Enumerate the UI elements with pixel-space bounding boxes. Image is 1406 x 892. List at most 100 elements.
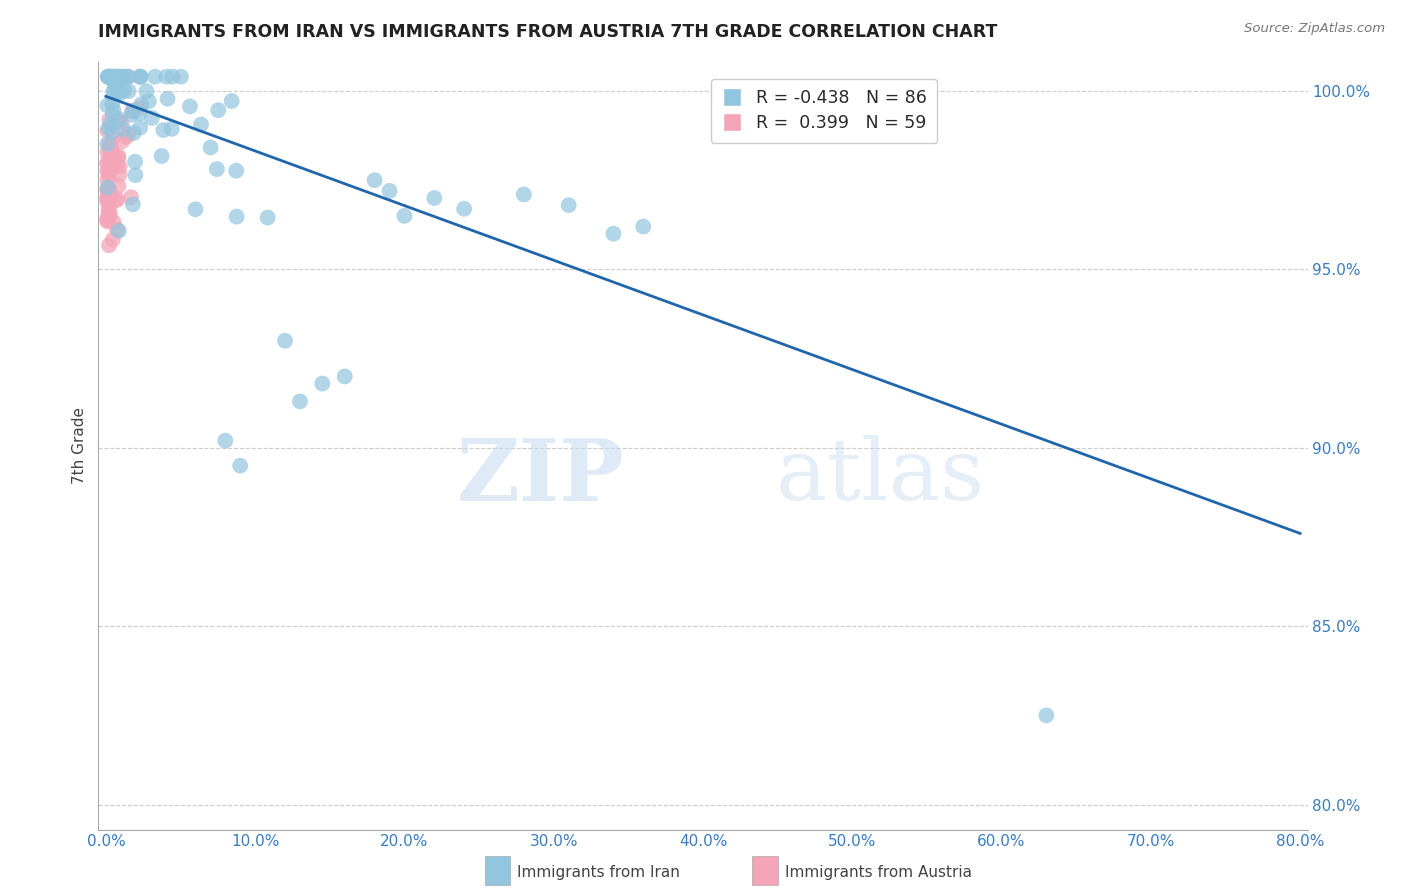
Point [100, 139, 122, 153]
Text: atlas: atlas [776, 435, 984, 518]
Point [103, 85, 125, 99]
Point [394, 209, 416, 223]
Point [124, 154, 146, 169]
Point [135, 84, 157, 98]
Point [96, 164, 118, 178]
Point [96, 136, 118, 151]
Point [97, 201, 120, 215]
Point [150, 149, 173, 163]
Point [117, 70, 139, 84]
Point [256, 211, 278, 225]
Y-axis label: 7th Grade: 7th Grade [72, 408, 87, 484]
Point [100, 117, 122, 131]
Point [633, 219, 655, 234]
Point [101, 160, 124, 174]
Point [100, 145, 122, 160]
Point [103, 215, 125, 229]
Point [184, 202, 207, 217]
Point [110, 115, 132, 129]
Point [104, 70, 127, 84]
Point [98, 113, 121, 128]
Point [1035, 708, 1057, 723]
Point [98, 206, 121, 220]
Point [129, 70, 152, 84]
Point [129, 70, 152, 84]
Point [205, 162, 228, 177]
Point [96, 123, 118, 137]
Point [101, 125, 124, 139]
Point [111, 70, 134, 84]
Point [97, 204, 120, 219]
Point [97, 70, 120, 84]
Point [97, 164, 120, 178]
Point [100, 153, 122, 167]
Point [513, 187, 536, 202]
Point [96, 98, 118, 112]
Point [96, 194, 118, 209]
Point [100, 70, 122, 84]
Point [108, 168, 131, 182]
Point [96, 155, 118, 169]
Point [378, 184, 401, 198]
Point [100, 153, 122, 167]
Point [98, 70, 121, 84]
Point [100, 162, 122, 177]
Point [453, 202, 475, 216]
Point [107, 193, 129, 207]
Text: Immigrants from Austria: Immigrants from Austria [785, 865, 972, 880]
Point [115, 130, 138, 145]
Point [98, 210, 121, 224]
Point [105, 115, 128, 129]
Point [111, 70, 134, 84]
Point [120, 190, 142, 204]
Point [97, 70, 120, 84]
Text: IMMIGRANTS FROM IRAN VS IMMIGRANTS FROM AUSTRIA 7TH GRADE CORRELATION CHART: IMMIGRANTS FROM IRAN VS IMMIGRANTS FROM … [98, 23, 998, 41]
Point [190, 118, 212, 132]
Text: Source: ZipAtlas.com: Source: ZipAtlas.com [1244, 22, 1385, 36]
Point [97, 183, 120, 197]
Point [129, 97, 152, 112]
Point [101, 96, 124, 111]
Point [221, 94, 243, 108]
Point [103, 103, 125, 118]
Point [101, 131, 124, 145]
Point [100, 70, 122, 84]
Point [225, 163, 247, 178]
Point [120, 108, 142, 122]
Point [108, 70, 131, 84]
Text: Immigrants from Iran: Immigrants from Iran [517, 865, 681, 880]
Point [96, 157, 118, 171]
Point [122, 103, 145, 118]
Point [557, 198, 579, 212]
Point [100, 145, 122, 159]
Point [200, 140, 222, 154]
Point [97, 182, 120, 196]
Point [138, 95, 160, 109]
Point [423, 191, 446, 205]
Point [117, 70, 139, 84]
Point [107, 149, 129, 163]
Point [97, 168, 120, 182]
Point [117, 128, 139, 142]
Point [107, 70, 129, 84]
Point [98, 183, 121, 197]
Point [98, 161, 121, 175]
Point [112, 83, 135, 97]
Point [128, 101, 150, 115]
Point [117, 84, 139, 98]
Point [98, 70, 121, 84]
Point [107, 224, 129, 238]
Point [100, 147, 122, 161]
Text: ZIP: ZIP [457, 434, 624, 518]
Point [101, 233, 124, 247]
Point [97, 180, 120, 194]
Point [207, 103, 229, 118]
Point [104, 151, 127, 165]
Point [121, 197, 143, 211]
Point [103, 76, 125, 90]
Point [111, 135, 134, 149]
Point [96, 183, 118, 197]
Point [225, 210, 247, 224]
Point [155, 70, 177, 84]
Point [602, 227, 624, 241]
